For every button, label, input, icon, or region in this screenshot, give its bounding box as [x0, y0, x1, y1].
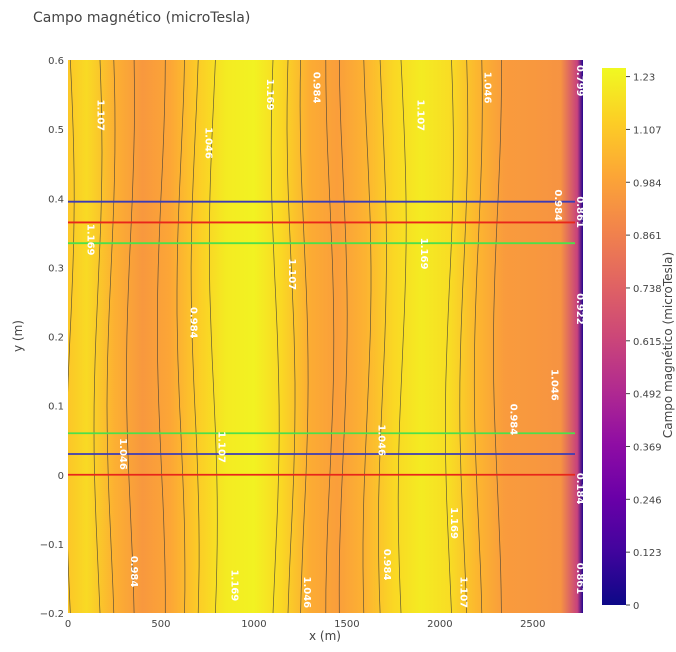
contour-label: 1.107 [415, 99, 426, 131]
contour-label: 0.984 [128, 556, 139, 588]
contour-line [378, 60, 387, 613]
contour-line [190, 60, 200, 613]
x-axis-ticks: 0 500 1000 1500 2000 2500 [65, 619, 546, 630]
contour-label: 0.861 [574, 196, 585, 228]
field-heatmap [68, 60, 583, 613]
y-tick-label: −0.2 [40, 609, 64, 620]
contour-line [157, 60, 166, 613]
contour-label: 1.107 [457, 576, 468, 608]
contour-line [473, 60, 483, 613]
contour-label: 1.169 [418, 238, 429, 270]
contour-line [126, 60, 135, 613]
x-tick-label: 1500 [334, 619, 359, 630]
colorbar-tick-label: 0.369 [633, 442, 662, 453]
contour-label: 1.046 [482, 72, 493, 104]
contour-label: 1.169 [85, 224, 96, 256]
contour-line [68, 60, 75, 613]
contour-line [106, 60, 116, 613]
x-tick-label: 2500 [520, 619, 545, 630]
colorbar-tick-label: 0.615 [633, 337, 662, 348]
y-tick-label: 0.3 [48, 263, 64, 274]
y-tick-label: 0.1 [48, 402, 64, 413]
contour-line [208, 60, 218, 613]
contour-line [338, 60, 348, 613]
y-tick-label: 0.6 [48, 56, 64, 67]
contour-line [286, 60, 296, 613]
contour-label: 1.169 [264, 79, 275, 111]
colorbar-tick-label: 0.861 [633, 231, 662, 242]
colorbar-tick-label: 0 [633, 601, 639, 612]
contour-line [299, 60, 309, 613]
colorbar: 0 0.123 0.246 0.369 0.492 0.615 0.738 0.861 0.98… [602, 68, 675, 612]
contour-label: 0.984 [508, 404, 519, 436]
colorbar-tick-label: 1.107 [633, 125, 662, 136]
contour-line [459, 60, 469, 613]
y-tick-label: 0.5 [48, 125, 64, 136]
contour-label: 0.184 [574, 473, 585, 505]
chart-title: Campo magnético (microTesla) [33, 10, 250, 26]
colorbar-tick-label: 0.246 [633, 495, 662, 506]
contour-line [176, 60, 186, 613]
contour-lines [68, 60, 502, 613]
x-tick-label: 1000 [241, 619, 266, 630]
y-tick-label: −0.1 [40, 540, 64, 551]
contour-label: 1.169 [448, 507, 459, 539]
colorbar-ticks: 0 0.123 0.246 0.369 0.492 0.615 0.738 0.861 0.98… [626, 73, 662, 612]
contour-label: 1.107 [216, 431, 227, 463]
colorbar-tick-label: 0.123 [633, 548, 662, 559]
x-tick-label: 2000 [427, 619, 452, 630]
contour-line [445, 60, 454, 613]
contour-label: 0.861 [574, 563, 585, 595]
contour-label: 0.984 [188, 307, 199, 339]
contour-label: 1.169 [229, 570, 240, 602]
x-axis-label: x (m) [309, 629, 341, 643]
contour-label: 0.984 [381, 549, 392, 581]
contour-label: 1.046 [117, 438, 128, 470]
contour-label: 1.046 [301, 576, 312, 608]
colorbar-tick-label: 0.738 [633, 284, 662, 295]
y-axis-ticks: −0.2 −0.1 0 0.1 0.2 0.3 0.4 0.5 0.6 [40, 56, 64, 620]
contour-label: 1.107 [286, 258, 297, 290]
y-axis-label: y (m) [11, 320, 25, 352]
colorbar-title: Campo magnético (microTesla) [661, 252, 675, 438]
contour-label: 0.984 [552, 189, 563, 221]
horizontal-lines [68, 200, 575, 476]
contour-label: 1.107 [95, 99, 106, 131]
x-tick-label: 500 [151, 619, 170, 630]
contour-label: 1.046 [376, 424, 387, 456]
contour-line [362, 60, 372, 613]
contour-label: 0.799 [574, 65, 585, 97]
colorbar-tick-label: 0.492 [633, 390, 662, 401]
y-tick-label: 0 [58, 471, 64, 482]
contour-label: 1.046 [203, 127, 214, 159]
contour-line [397, 60, 407, 613]
contour-line [270, 60, 280, 613]
plot-area: 1.107 1.169 1.046 0.984 1.046 0.984 1.107 1.169… [68, 60, 585, 613]
y-tick-label: 0.4 [48, 194, 64, 205]
contour-line [93, 60, 103, 613]
x-tick-label: 0 [65, 619, 71, 630]
contour-label: 1.046 [548, 369, 559, 401]
contour-line [493, 60, 502, 613]
y-tick-label: 0.2 [48, 333, 64, 344]
colorbar-gradient [602, 68, 626, 605]
colorbar-tick-label: 1.23 [633, 73, 655, 84]
colorbar-tick-label: 0.984 [633, 178, 662, 189]
contour-labels: 1.107 1.169 1.046 0.984 1.046 0.984 1.107 1.169… [85, 65, 585, 608]
contour-label: 0.984 [310, 72, 321, 104]
contour-line [325, 60, 335, 613]
contour-label: 0.922 [574, 293, 585, 325]
